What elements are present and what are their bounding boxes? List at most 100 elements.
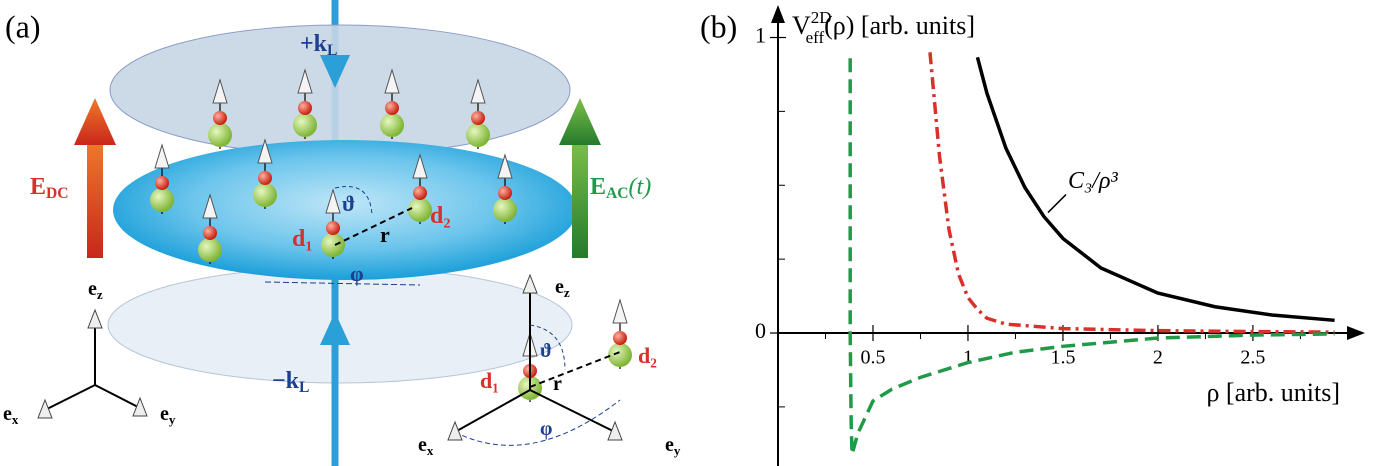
diagram-label: r [380, 222, 390, 247]
label-main: d₂ [638, 343, 657, 368]
e-ac-arrow-head [559, 98, 601, 145]
atom-core [150, 188, 174, 212]
label-sub: x [12, 412, 19, 427]
atom-core [321, 233, 345, 257]
series-annotation: C₃/ρ³ [1068, 168, 1119, 194]
y-tick-label: 0 [755, 318, 766, 343]
label-main: r [380, 222, 390, 247]
atom-core [253, 183, 277, 207]
atom-dipole [155, 176, 169, 190]
x-tick-label: 1.5 [1050, 347, 1075, 369]
diagram-label: ey [665, 434, 681, 458]
atom-dipole [385, 101, 399, 115]
upper-beam-plane [110, 25, 570, 155]
y-tick-label: 1 [755, 23, 766, 48]
label-main: −k [272, 368, 300, 394]
diagram-label: EDC [30, 174, 69, 202]
label-sub: AC [606, 185, 629, 202]
axis-ex [45, 385, 95, 410]
e-ac-arrow [572, 140, 588, 258]
label-main: E [30, 174, 46, 200]
diagram-label: φ [540, 418, 552, 440]
atom-dipole [298, 101, 312, 115]
label-sub: L [327, 42, 337, 59]
label-sub: y [169, 412, 176, 427]
label-sub: z [564, 285, 570, 300]
diagram-label: φ [350, 261, 364, 286]
label-main: d₁ [292, 226, 313, 252]
panel-label: (b) [700, 8, 737, 44]
atom-core [408, 198, 432, 222]
atom-dipole [213, 111, 227, 125]
diagram-label: r [553, 373, 562, 395]
atom-spin [613, 300, 627, 323]
diagram-label: ex [418, 434, 434, 458]
label-sub: DC [46, 185, 69, 202]
diagram-label: ey [160, 403, 176, 427]
atom-core [608, 343, 632, 367]
diagram-label: d₁ [480, 368, 499, 393]
e-dc-arrow [87, 140, 103, 258]
label-main: e [418, 434, 427, 456]
y-label-rest: (ρ) [arb. units] [824, 11, 975, 40]
label-main: φ [350, 261, 364, 286]
atom-core [466, 123, 490, 147]
diagram-label: ez [555, 276, 570, 300]
label-sub: x [427, 443, 434, 458]
diagram-label: d₂ [638, 343, 657, 368]
axis-ey [95, 385, 140, 408]
atom-spin [155, 145, 169, 168]
atom-core [380, 113, 404, 137]
e-dc-arrow-head [74, 98, 116, 145]
x-tick-label: 2 [1153, 347, 1163, 369]
label-main: E [590, 174, 606, 200]
label-sub: z [97, 287, 103, 302]
panel-label: (a) [5, 8, 41, 44]
label-main: ϑ [342, 191, 355, 216]
axis-cone [133, 398, 147, 416]
label-main: φ [540, 418, 552, 440]
label-main: ϑ [540, 340, 552, 362]
figure: (a)+kL−kLEDCEAC(t)d₁d₂rϑφezexeyezd₁d₂rϑφ… [0, 0, 1390, 466]
label-main: e [555, 276, 564, 298]
axis-cone [88, 310, 102, 328]
diagram-label: ez [88, 278, 103, 302]
axis-cone [608, 422, 622, 440]
atom-dipole [413, 186, 427, 200]
diagram-label: ϑ [342, 191, 355, 216]
label-main: e [88, 278, 97, 300]
atom-core [293, 113, 317, 137]
label-main: e [160, 403, 169, 425]
label-sub: y [674, 443, 681, 458]
atom-core [493, 198, 517, 222]
series-line [977, 57, 1334, 320]
x-axis-arrow [1347, 326, 1365, 340]
diagram-label: ex [3, 403, 19, 427]
atom-dipole [471, 111, 485, 125]
x-axis-label: ρ [arb. units] [1206, 378, 1340, 407]
diagram-label: ϑ [540, 340, 552, 362]
atom-dipole [203, 226, 217, 240]
atom-dipole [258, 171, 272, 185]
diagram-label: d₁ [292, 226, 313, 252]
atom-dipole [498, 186, 512, 200]
diagram-label: d₂ [430, 203, 451, 229]
annotation-leader [1048, 195, 1066, 213]
diagram-label: EAC(t) [590, 174, 651, 202]
atom-core [198, 238, 222, 262]
label-main: d₂ [430, 203, 451, 229]
label-main: e [3, 403, 12, 425]
y-axis-arrow [771, 5, 785, 23]
atom-core [208, 123, 232, 147]
label-main: e [665, 434, 674, 456]
x-tick-label: 2.5 [1240, 347, 1265, 369]
atom-dipole [613, 331, 627, 345]
x-tick-label: 0.5 [860, 347, 885, 369]
label-main: +k [300, 31, 328, 57]
series-line [930, 52, 1335, 332]
label-main: r [553, 373, 562, 395]
axis-cone [523, 275, 537, 293]
